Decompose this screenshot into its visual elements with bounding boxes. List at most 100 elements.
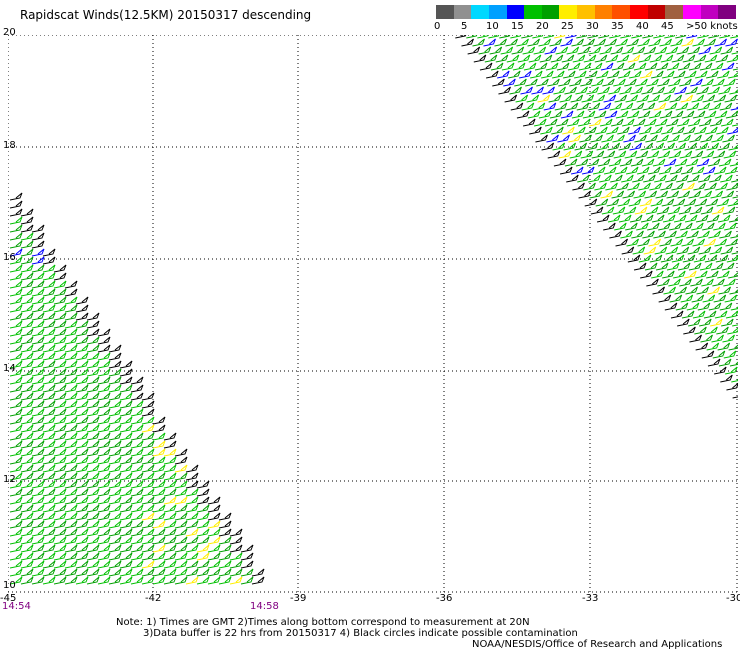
wind-barb xyxy=(599,46,613,55)
wind-barb xyxy=(42,304,56,313)
wind-barb xyxy=(719,35,731,39)
wind-barb xyxy=(9,304,23,313)
wind-barb xyxy=(75,472,89,481)
wind-barb xyxy=(75,456,89,465)
wind-barb xyxy=(75,392,89,401)
wind-barb xyxy=(651,70,664,79)
wind-barb xyxy=(542,86,555,95)
wind-barb xyxy=(9,504,23,513)
wind-barb xyxy=(698,246,712,255)
wind-barb xyxy=(631,230,644,239)
wind-barb xyxy=(108,352,122,361)
wind-barb xyxy=(174,480,188,489)
wind-barb xyxy=(53,472,67,481)
wind-barb xyxy=(635,78,648,87)
wind-barb xyxy=(515,94,529,103)
wind-barb xyxy=(141,440,155,449)
wind-barb xyxy=(119,504,133,513)
wind-barb xyxy=(642,35,654,39)
wind-barb xyxy=(636,94,650,103)
wind-barb xyxy=(564,158,578,167)
wind-barb xyxy=(64,560,78,569)
wind-barb xyxy=(543,35,555,39)
wind-barb xyxy=(726,55,738,63)
wind-barb xyxy=(660,54,674,63)
wind-barb xyxy=(86,344,100,353)
wind-barb xyxy=(716,326,729,335)
wind-barb xyxy=(681,110,695,119)
wind-barb xyxy=(64,448,78,457)
wind-barb xyxy=(731,178,738,183)
wind-barb xyxy=(721,190,735,199)
wind-barb xyxy=(207,576,221,585)
wind-barb xyxy=(732,68,738,71)
wind-barb xyxy=(119,400,133,409)
wind-barb xyxy=(510,35,522,39)
wind-barb xyxy=(240,552,254,561)
wind-barb xyxy=(119,488,133,497)
wind-barb xyxy=(559,166,573,175)
wind-barb xyxy=(694,198,708,207)
wind-barb xyxy=(615,110,629,119)
wind-barb xyxy=(568,134,581,143)
wind-barb xyxy=(682,254,696,263)
wind-barb xyxy=(196,496,210,505)
wind-barb xyxy=(645,206,659,215)
wind-barb xyxy=(64,536,78,545)
wind-barb xyxy=(251,568,265,577)
wind-barb xyxy=(660,182,673,191)
wind-barb xyxy=(557,134,570,143)
wind-barb xyxy=(20,416,34,425)
wind-barb xyxy=(662,142,676,151)
wind-barb xyxy=(679,78,692,87)
wind-barb xyxy=(700,334,713,343)
wind-barb xyxy=(617,126,630,135)
wind-barb xyxy=(108,416,122,425)
wind-barb xyxy=(549,110,563,119)
wind-barb xyxy=(9,384,23,393)
wind-barb xyxy=(638,54,652,63)
wind-barb xyxy=(727,199,738,207)
wind-barb xyxy=(705,126,718,135)
wind-barb xyxy=(53,488,67,497)
wind-barb xyxy=(633,62,647,71)
wind-barb xyxy=(31,416,45,425)
wind-barb xyxy=(20,576,34,585)
wind-barb xyxy=(579,134,592,143)
wind-barb xyxy=(561,54,575,63)
wind-barb xyxy=(627,182,640,191)
wind-barb xyxy=(707,158,721,167)
wind-barb xyxy=(185,568,199,577)
wind-barb xyxy=(9,248,23,257)
wind-barb xyxy=(709,174,722,183)
wind-barb xyxy=(538,38,551,47)
wind-barb xyxy=(42,568,56,577)
wind-barb xyxy=(652,286,665,295)
wind-barb xyxy=(638,182,651,191)
wind-barb xyxy=(75,336,89,345)
wind-barb xyxy=(674,86,687,95)
wind-barb xyxy=(706,70,719,79)
legend-swatch xyxy=(718,5,736,19)
wind-barb xyxy=(97,568,111,577)
wind-barb xyxy=(20,520,34,529)
wind-barb xyxy=(597,158,611,167)
wind-barb xyxy=(616,54,630,63)
wind-barb xyxy=(53,440,67,449)
wind-barb xyxy=(647,94,661,103)
wind-barb xyxy=(552,70,565,79)
wind-barb xyxy=(20,544,34,553)
wind-barb xyxy=(152,488,166,497)
lat-label: 12 xyxy=(3,474,16,485)
wind-barb xyxy=(720,46,734,55)
wind-barb xyxy=(729,89,738,95)
wind-barb xyxy=(673,214,687,223)
wind-barb xyxy=(229,528,243,537)
wind-barb xyxy=(64,312,78,321)
wind-barb xyxy=(711,134,724,143)
wind-barb xyxy=(687,246,701,255)
wind-barb xyxy=(635,150,649,159)
legend-swatch xyxy=(630,5,648,19)
legend-label: 5 xyxy=(461,21,468,32)
wind-barb xyxy=(652,86,665,95)
